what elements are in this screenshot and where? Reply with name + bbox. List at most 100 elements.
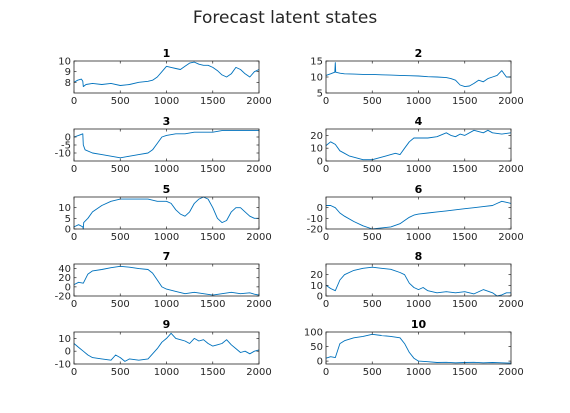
x-tick-label: 1000 [154, 367, 179, 378]
y-tick-label: -10 [55, 360, 71, 371]
y-tick-label: 10 [58, 57, 71, 68]
y-tick-label: -20 [55, 292, 71, 303]
axes-frame [325, 263, 512, 297]
y-tick-label: 20 [58, 273, 71, 284]
axes-frame [325, 331, 512, 365]
y-tick-label: 0 [317, 157, 323, 168]
axes-frame [325, 128, 512, 162]
x-tick-label: 500 [111, 367, 130, 378]
subplot-title: 7 [163, 250, 171, 263]
axes-frame [73, 263, 260, 297]
x-tick-label: 1500 [452, 232, 477, 243]
y-tick-label: 0 [317, 203, 323, 214]
x-tick-label: 1000 [406, 232, 431, 243]
y-tick-label: 10 [310, 281, 323, 292]
x-tick-label: 500 [111, 96, 130, 107]
axes-frame [325, 196, 512, 230]
axes-frame [73, 128, 260, 162]
subplot-6: 6 0 500 1000 1500 2000 -20-100 [307, 183, 524, 243]
y-tick-label: 10 [310, 73, 323, 84]
y-tick-label: 40 [58, 264, 71, 275]
x-tick-label: 1000 [154, 232, 179, 243]
x-tick-label: 1500 [200, 232, 225, 243]
y-tick-label: 20 [310, 131, 323, 142]
y-tick-label: -10 [307, 214, 323, 225]
x-tick-label: 2000 [498, 299, 523, 310]
series-line [73, 332, 260, 362]
x-tick-label: 1000 [406, 367, 431, 378]
x-tick-label: 1500 [200, 299, 225, 310]
y-tick-label: 10 [58, 203, 71, 214]
x-tick-label: 1500 [452, 367, 477, 378]
x-tick-label: 500 [363, 164, 382, 175]
y-tick-label: 0 [65, 133, 71, 144]
x-tick-label: 500 [363, 299, 382, 310]
x-tick-label: 0 [71, 164, 77, 175]
y-tick-label: 15 [310, 57, 323, 68]
x-tick-label: 2000 [246, 164, 271, 175]
series-line [73, 265, 260, 296]
x-tick-label: 2000 [498, 96, 523, 107]
x-tick-label: 2000 [498, 164, 523, 175]
x-tick-label: 500 [111, 164, 130, 175]
series-line [325, 333, 512, 364]
x-tick-label: 0 [71, 367, 77, 378]
y-tick-label: -10 [55, 149, 71, 160]
x-tick-label: 2000 [246, 96, 271, 107]
x-tick-label: 2000 [246, 299, 271, 310]
series-line [325, 266, 511, 297]
y-tick-label: -20 [307, 225, 323, 236]
series-line [325, 62, 511, 88]
x-tick-label: 500 [363, 232, 382, 243]
subplot-title: 8 [415, 250, 423, 263]
subplot-title: 4 [415, 115, 423, 128]
series-line [73, 196, 259, 230]
subplot-title: 1 [163, 47, 171, 60]
x-tick-label: 1500 [452, 299, 477, 310]
y-tick-label: 0 [317, 357, 323, 368]
x-tick-label: 0 [323, 96, 329, 107]
y-tick-label: 5 [317, 89, 323, 100]
subplot-title: 10 [411, 318, 427, 331]
x-tick-label: 1000 [406, 96, 431, 107]
x-tick-label: 500 [363, 96, 382, 107]
subplot-2: 2 0 500 1000 1500 2000 5 10 15 [310, 47, 523, 107]
series-line [325, 129, 512, 161]
y-tick-label: 10 [310, 144, 323, 155]
series-line [73, 130, 259, 159]
x-tick-label: 1500 [452, 164, 477, 175]
y-tick-label: 50 [310, 342, 323, 353]
x-tick-label: 500 [111, 232, 130, 243]
x-tick-label: 1500 [200, 367, 225, 378]
x-tick-label: 2000 [498, 367, 523, 378]
x-tick-label: 2000 [498, 232, 523, 243]
x-tick-label: 0 [71, 299, 77, 310]
x-tick-label: 1000 [406, 299, 431, 310]
figure-title: Forecast latent states [193, 8, 378, 28]
x-tick-label: 0 [71, 232, 77, 243]
x-tick-label: 1000 [406, 164, 431, 175]
subplot-title: 9 [163, 318, 171, 331]
axes-frame [73, 196, 260, 230]
x-tick-label: 0 [323, 367, 329, 378]
y-tick-label: 8 [65, 78, 71, 89]
x-tick-label: 1000 [154, 299, 179, 310]
x-tick-label: 2000 [246, 367, 271, 378]
subplot-title: 6 [415, 183, 423, 196]
axes-frame [325, 60, 512, 94]
series-line [326, 200, 512, 230]
y-tick-label: 10 [58, 334, 71, 345]
x-tick-label: 0 [323, 299, 329, 310]
x-tick-label: 500 [111, 299, 130, 310]
y-tick-label: 0 [65, 347, 71, 358]
x-tick-label: 1000 [154, 96, 179, 107]
x-tick-label: 1000 [154, 164, 179, 175]
x-tick-label: 1500 [452, 96, 477, 107]
y-tick-label: 0 [65, 225, 71, 236]
x-tick-label: 0 [71, 96, 77, 107]
